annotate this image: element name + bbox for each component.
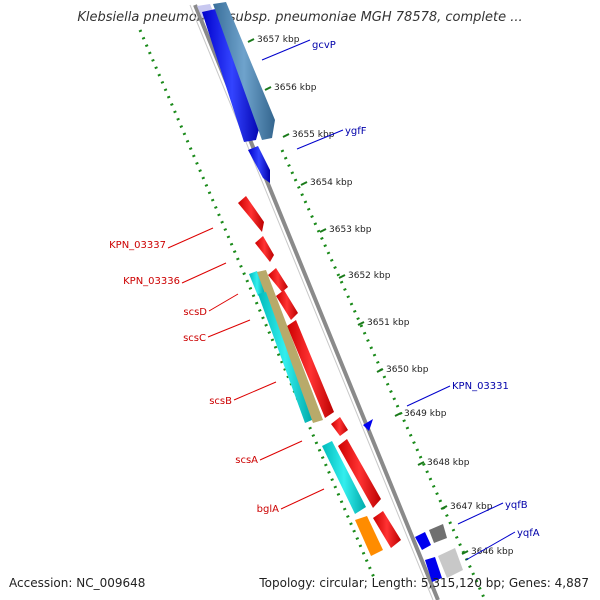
map-title: Klebsiella pneumoniae subsp. pneumoniae … xyxy=(77,10,523,25)
gene-label-KPN_03337: KPN_03337 xyxy=(109,240,166,251)
gene-label-group: gcvP ygfF KPN_03331 yqfB yqfA KPN_03337 KPN_03… xyxy=(109,39,540,561)
tick-group: 3657 kbp 3656 kbp 3655 kbp 3654 kbp 3653 kbp… xyxy=(247,35,514,557)
tick-label: 3649 kbp xyxy=(404,409,447,419)
leader-line xyxy=(207,319,251,338)
topology-text: Topology: circular; Length: 5,315,120 bp… xyxy=(259,576,589,590)
leader-line xyxy=(465,531,516,561)
tick-mark xyxy=(376,368,384,373)
leader-line xyxy=(296,129,344,150)
tick-mark xyxy=(461,550,469,555)
gene-label-ygfF: ygfF xyxy=(345,126,367,137)
tick-label: 3651 kbp xyxy=(367,318,410,328)
genome-backbone-light xyxy=(189,4,434,600)
gene-scsD xyxy=(276,290,298,320)
gene-label-gcvP: gcvP xyxy=(312,40,336,51)
gene-yqfB xyxy=(415,532,431,550)
gene-label-KPN_03336: KPN_03336 xyxy=(123,276,180,287)
gene-label-scsC: scsC xyxy=(183,333,206,344)
leader-line xyxy=(233,381,277,401)
tick-mark xyxy=(338,274,346,279)
tick-label: 3652 kbp xyxy=(348,271,391,281)
feature-orange xyxy=(355,516,383,556)
gene-label-yqfA: yqfA xyxy=(517,528,540,539)
leader-line xyxy=(181,262,227,284)
gene-steelblue-feature xyxy=(213,2,275,140)
leader-line xyxy=(261,39,311,61)
gene-yqfA xyxy=(425,557,442,582)
gene-red-3 xyxy=(268,268,288,292)
leader-line xyxy=(167,227,214,249)
tick-label: 3655 kbp xyxy=(292,130,335,140)
tick-mark xyxy=(282,133,290,138)
tick-mark xyxy=(394,412,402,417)
leader-line xyxy=(457,502,504,525)
gene-ygfF xyxy=(248,146,270,183)
tick-mark xyxy=(319,228,327,233)
leader-line xyxy=(208,293,239,312)
gene-label-scsD: scsD xyxy=(183,307,207,318)
tick-label: 3654 kbp xyxy=(310,178,353,188)
tick-mark xyxy=(440,505,448,510)
tick-label: 3657 kbp xyxy=(257,35,300,45)
leader-line xyxy=(406,385,451,407)
tick-label: 3646 kbp xyxy=(471,547,514,557)
tick-label: 3650 kbp xyxy=(386,365,429,375)
gene-scsA xyxy=(331,417,348,436)
feature-small-blue-triangle xyxy=(363,419,373,431)
accession-text: Accession: NC_009648 xyxy=(9,576,146,590)
tick-mark xyxy=(300,181,308,186)
tick-mark xyxy=(357,321,365,326)
tick-label: 3656 kbp xyxy=(274,83,317,93)
gene-label-bglA: bglA xyxy=(257,504,279,515)
leader-line xyxy=(259,440,303,461)
gene-scsC-scsB xyxy=(287,320,334,418)
feature-tan xyxy=(257,270,323,423)
gene-KPN-03337 xyxy=(238,196,264,232)
leader-line xyxy=(280,488,325,510)
gene-red-7 xyxy=(338,439,381,508)
tick-label: 3653 kbp xyxy=(329,225,372,235)
feature-cyan-lower xyxy=(322,441,366,514)
feature-grey xyxy=(429,524,447,543)
tick-label: 3648 kbp xyxy=(427,458,470,468)
gene-label-scsB: scsB xyxy=(209,396,232,407)
gene-label-KPN_03331: KPN_03331 xyxy=(452,381,509,392)
gene-label-scsA: scsA xyxy=(235,455,258,466)
tick-label: 3647 kbp xyxy=(450,502,493,512)
gene-label-yqfB: yqfB xyxy=(505,500,528,511)
tick-mark xyxy=(264,86,272,91)
feature-lightgrey xyxy=(438,548,463,578)
gene-KPN-03336 xyxy=(255,236,274,262)
gene-red-8 xyxy=(373,511,401,548)
tick-mark xyxy=(247,38,255,43)
feature-cyan-long xyxy=(258,292,312,423)
feature-cyan-small xyxy=(249,271,265,296)
tick-mark xyxy=(417,461,425,466)
gene-gcvP xyxy=(202,8,262,142)
